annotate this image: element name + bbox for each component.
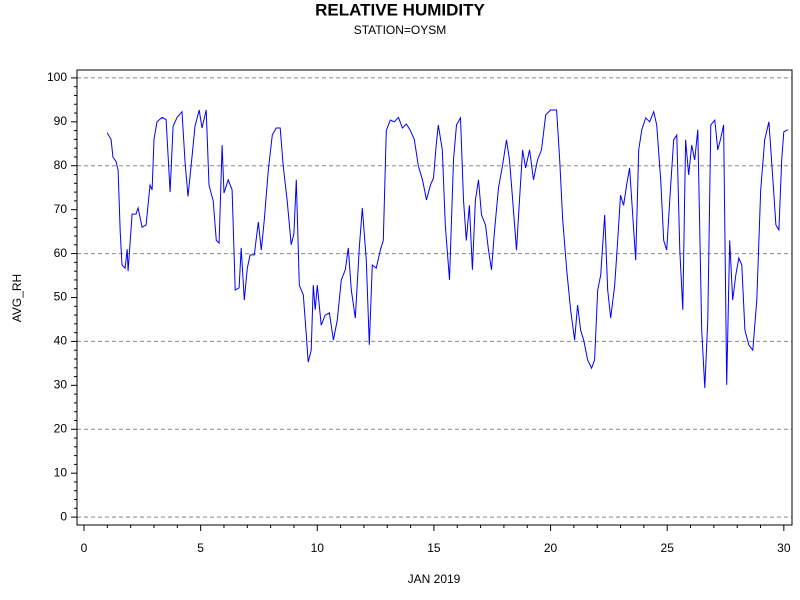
y-tick-label: 90 xyxy=(54,114,68,128)
y-tick-label: 10 xyxy=(54,465,68,479)
x-tick-label: 15 xyxy=(427,541,441,555)
y-tick-label: 80 xyxy=(54,158,68,172)
y-tick-label: 60 xyxy=(54,246,68,260)
y-tick-label: 20 xyxy=(54,421,68,435)
y-tick-label: 100 xyxy=(47,70,67,84)
y-axis-label: AVG_RH xyxy=(10,274,24,322)
x-tick-label: 5 xyxy=(197,541,204,555)
x-tick-label: 30 xyxy=(777,541,791,555)
x-tick-label: 20 xyxy=(544,541,558,555)
y-tick-label: 50 xyxy=(54,290,68,304)
y-tick-label: 0 xyxy=(60,509,67,523)
x-axis-label: JAN 2019 xyxy=(408,572,461,586)
data-line xyxy=(106,109,789,389)
x-tick-label: 10 xyxy=(311,541,325,555)
y-tick-label: 70 xyxy=(54,202,68,216)
chart-subtitle: STATION=OYSM xyxy=(354,23,447,37)
x-tick-label: 25 xyxy=(661,541,675,555)
plot-frame xyxy=(76,69,793,526)
y-tick-label: 30 xyxy=(54,378,68,392)
chart-title: RELATIVE HUMIDITY xyxy=(315,0,485,19)
x-tick-label: 0 xyxy=(81,541,88,555)
y-tick-label: 40 xyxy=(54,334,68,348)
